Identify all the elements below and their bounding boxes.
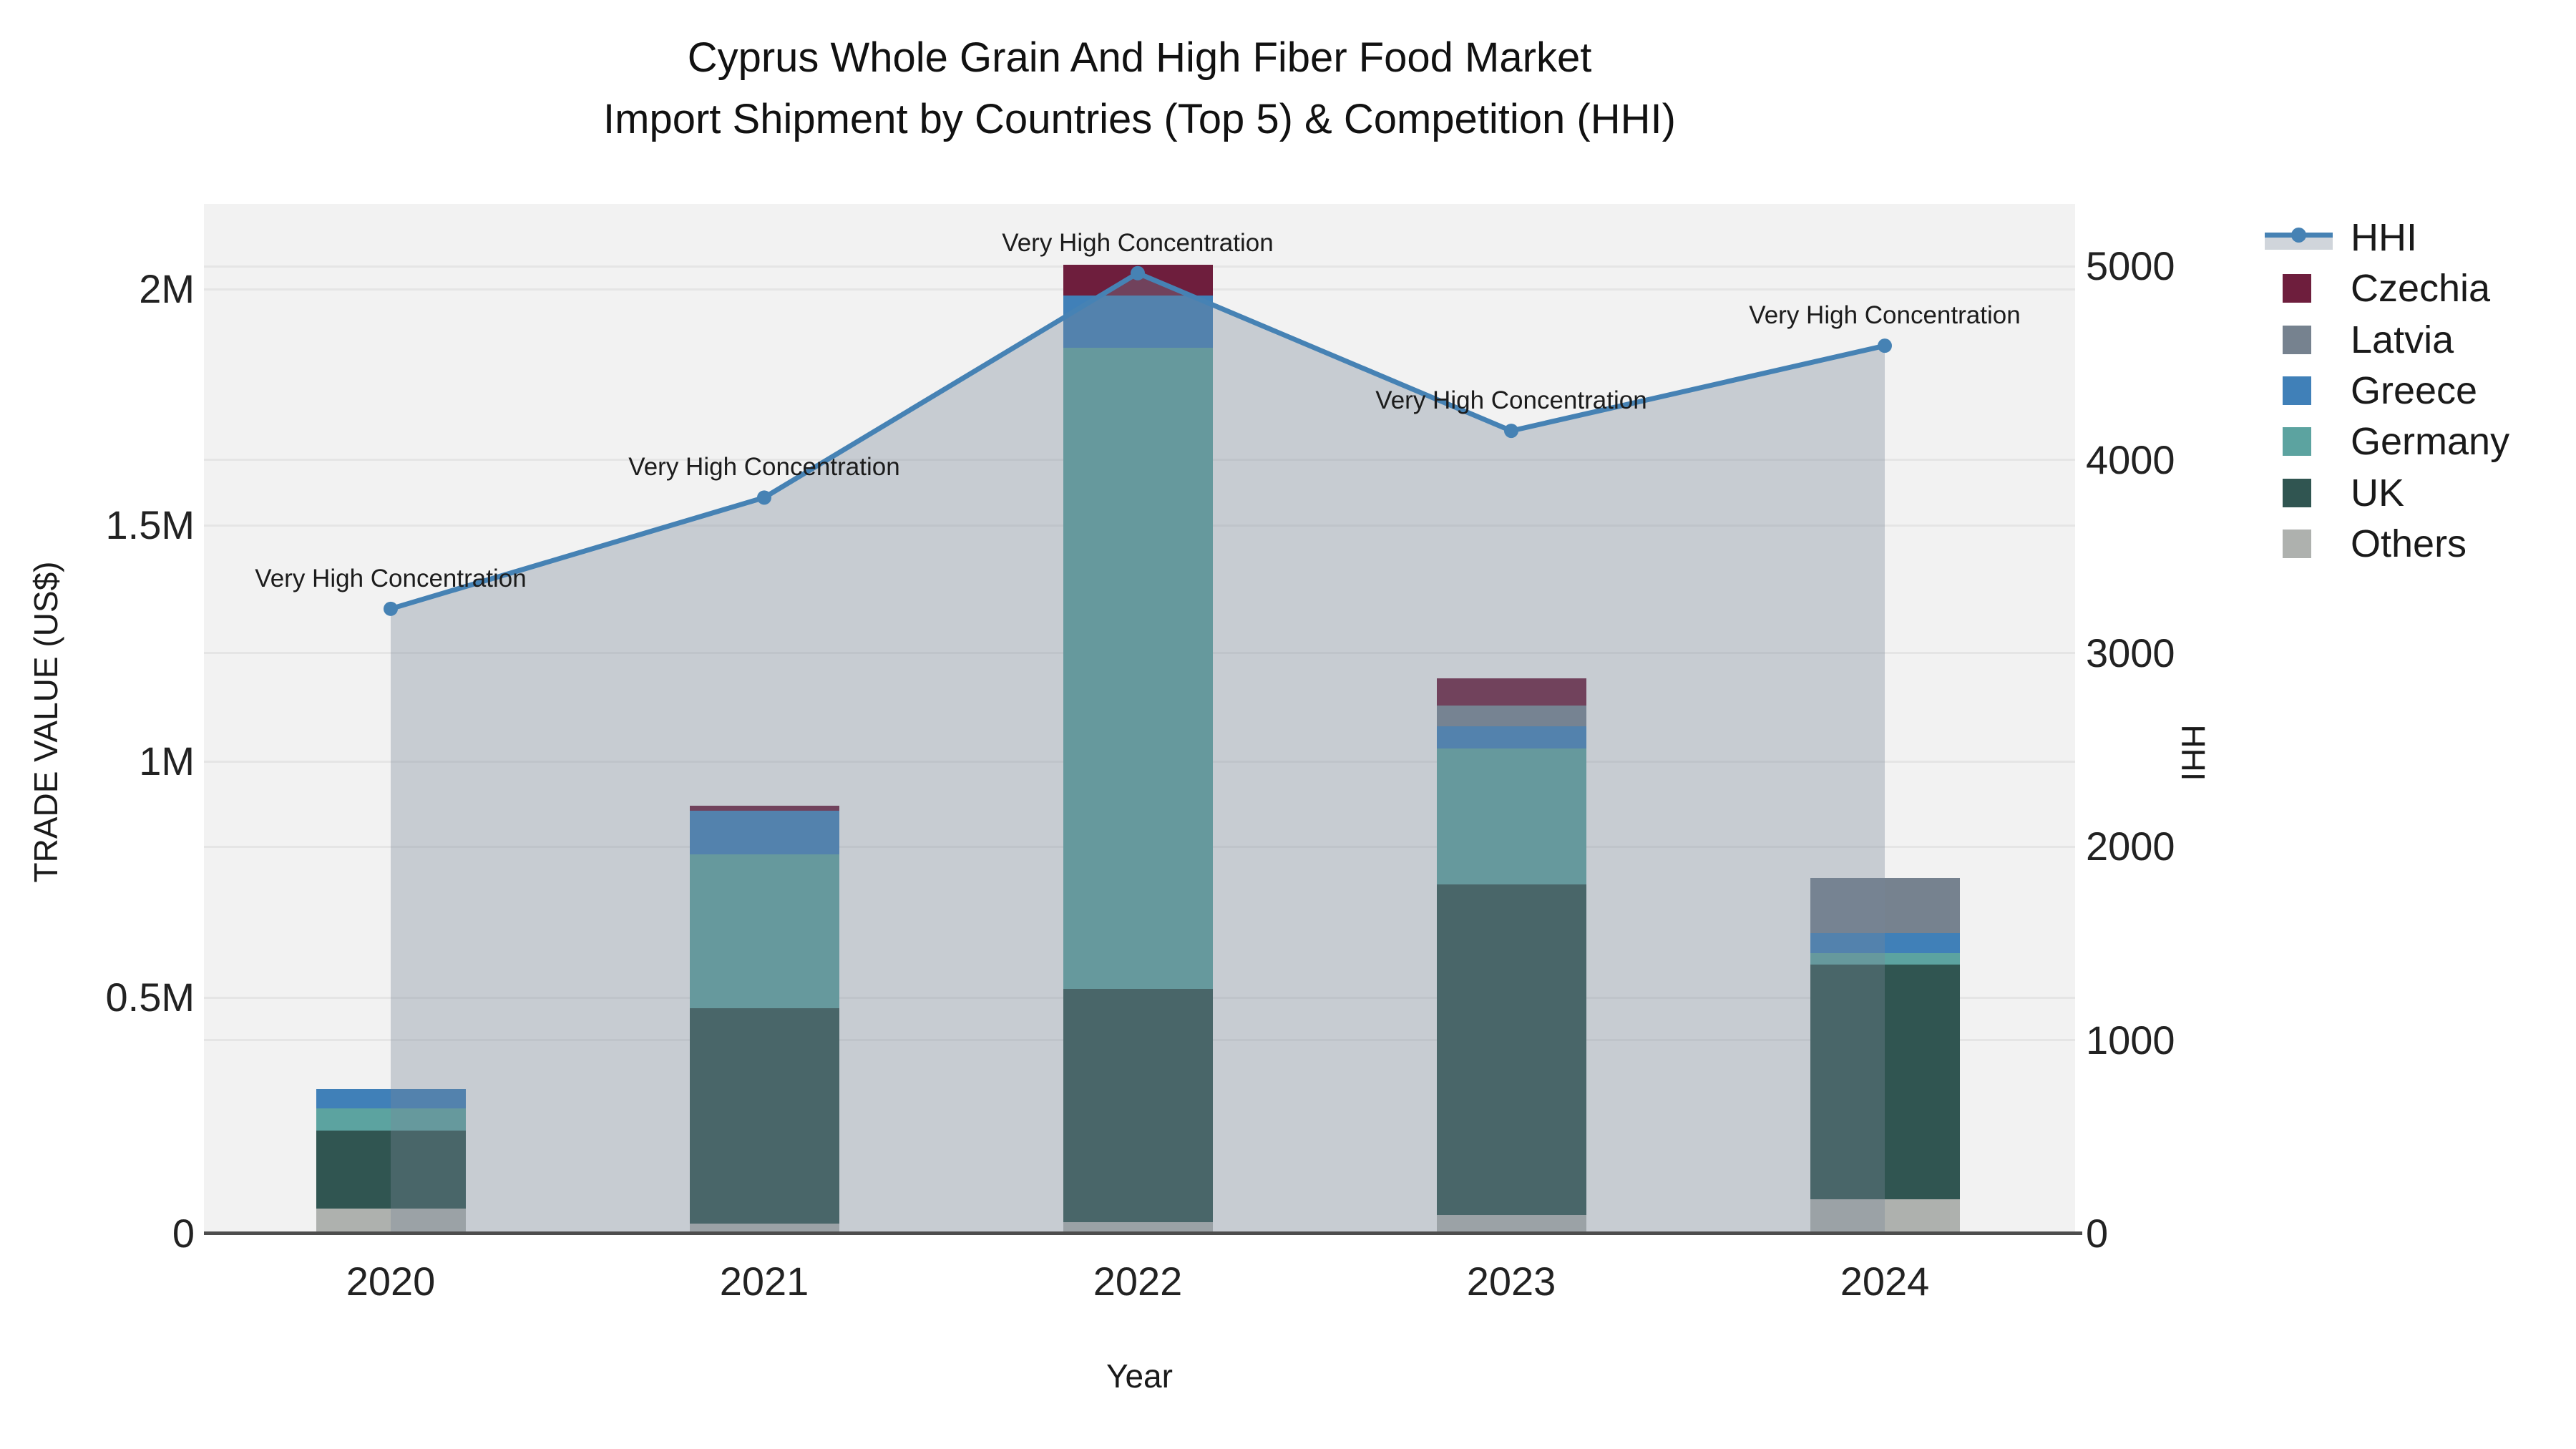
- bar-2020-uk[interactable]: [316, 1131, 466, 1209]
- y-right-tick-label: 5000: [2086, 243, 2175, 289]
- bar-2020-others[interactable]: [316, 1209, 466, 1234]
- bar-2021-czechia[interactable]: [689, 806, 839, 811]
- bar-2023-greece[interactable]: [1436, 726, 1586, 749]
- legend-label-hhi: HHI: [2351, 216, 2417, 259]
- y-left-tick-label: 0.5M: [105, 975, 195, 1020]
- bar-2024-uk[interactable]: [1810, 964, 1960, 1200]
- legend-hhi-marker: [2291, 228, 2306, 243]
- bar-2023-czechia[interactable]: [1436, 678, 1586, 706]
- legend-item-latvia[interactable]: Latvia: [2261, 317, 2569, 363]
- x-tick-label-2022: 2022: [1093, 1259, 1183, 1304]
- hhi-marker-2024[interactable]: [1878, 338, 1892, 353]
- x-axis-line: [204, 1231, 2082, 1235]
- y-axis-right-title: HHI: [2175, 724, 2212, 781]
- x-tick-label-2020: 2020: [346, 1259, 436, 1304]
- legend-item-greece[interactable]: Greece: [2261, 368, 2569, 414]
- hhi-marker-2023[interactable]: [1504, 424, 1518, 439]
- x-tick-label-2023: 2023: [1466, 1259, 1556, 1304]
- bar-2024-others[interactable]: [1810, 1199, 1960, 1234]
- legend-item-germany[interactable]: Germany: [2261, 419, 2569, 464]
- bar-2021-germany[interactable]: [689, 854, 839, 1009]
- legend-label-uk: UK: [2351, 471, 2405, 514]
- x-tick-label-2021: 2021: [719, 1259, 809, 1304]
- y-right-tick-label: 3000: [2086, 630, 2175, 675]
- y-right-tick-label: 4000: [2086, 436, 2175, 482]
- chart-title-line2: Import Shipment by Countries (Top 5) & C…: [603, 96, 1676, 142]
- legend-label-others: Others: [2351, 522, 2467, 565]
- annotation-2023: Very High Concentration: [1375, 386, 1647, 415]
- x-axis-title: Year: [1106, 1357, 1173, 1395]
- bar-2021-greece[interactable]: [689, 810, 839, 855]
- legend-hhi-fill-band: [2265, 235, 2333, 250]
- bar-2022-uk[interactable]: [1063, 988, 1213, 1223]
- legend-swatch-czechia: [2283, 274, 2311, 303]
- bar-2023-uk[interactable]: [1436, 884, 1586, 1216]
- chart-title-line1: Cyprus Whole Grain And High Fiber Food M…: [687, 34, 1592, 81]
- hhi-marker-2020[interactable]: [384, 601, 398, 616]
- hhi-marker-2021[interactable]: [757, 490, 771, 505]
- hhi-marker-2022[interactable]: [1131, 265, 1145, 280]
- legend-item-uk[interactable]: UK: [2261, 470, 2569, 516]
- annotation-2021: Very High Concentration: [628, 453, 900, 482]
- legend-swatch-uk: [2283, 478, 2311, 507]
- bar-2024-germany[interactable]: [1810, 953, 1960, 965]
- legend-item-others[interactable]: Others: [2261, 521, 2569, 567]
- y-axis-left-title: TRADE VALUE (US$): [27, 561, 64, 883]
- y-right-tick-label: 0: [2086, 1211, 2109, 1256]
- bar-2023-germany[interactable]: [1436, 748, 1586, 885]
- legend-label-latvia: Latvia: [2351, 318, 2454, 361]
- legend-swatch-latvia: [2283, 325, 2311, 354]
- bar-2022-others[interactable]: [1063, 1222, 1213, 1234]
- bar-2020-germany[interactable]: [316, 1108, 466, 1131]
- bar-2021-others[interactable]: [689, 1224, 839, 1234]
- y-right-tick-label: 2000: [2086, 824, 2175, 869]
- annotation-2020: Very High Concentration: [255, 564, 527, 592]
- bar-2021-uk[interactable]: [689, 1008, 839, 1224]
- y-left-tick-label: 1M: [139, 738, 195, 784]
- legend-label-germany: Germany: [2351, 420, 2510, 464]
- legend-swatch-others: [2283, 529, 2311, 558]
- x-tick-label-2024: 2024: [1840, 1259, 1930, 1304]
- legend-swatch-germany: [2283, 427, 2311, 457]
- legend-hhi-sample: [2265, 227, 2333, 250]
- y-right-tick-label: 1000: [2086, 1017, 2175, 1063]
- bar-2023-others[interactable]: [1436, 1215, 1586, 1234]
- annotation-2024: Very High Concentration: [1749, 301, 2021, 330]
- legend-item-czechia[interactable]: Czechia: [2261, 265, 2569, 311]
- legend-label-greece: Greece: [2351, 369, 2478, 412]
- annotation-2022: Very High Concentration: [1002, 228, 1274, 257]
- bar-2024-greece[interactable]: [1810, 932, 1960, 954]
- legend-swatch-greece: [2283, 376, 2311, 405]
- y-left-tick-label: 0: [172, 1211, 195, 1256]
- legend-item-hhi[interactable]: HHI: [2261, 215, 2569, 260]
- chart-title: Cyprus Whole Grain And High Fiber Food M…: [204, 27, 2075, 150]
- bar-2022-germany[interactable]: [1063, 348, 1213, 989]
- y-left-tick-label: 1.5M: [105, 502, 195, 548]
- y-left-tick-label: 2M: [139, 266, 195, 312]
- bar-2024-latvia[interactable]: [1810, 877, 1960, 933]
- bar-2023-latvia[interactable]: [1436, 705, 1586, 726]
- legend-label-czechia: Czechia: [2351, 267, 2491, 311]
- hhi-line-svg: [384, 265, 1892, 1234]
- bar-2020-greece[interactable]: [316, 1089, 466, 1109]
- hhi-area-fill: [391, 273, 1885, 1234]
